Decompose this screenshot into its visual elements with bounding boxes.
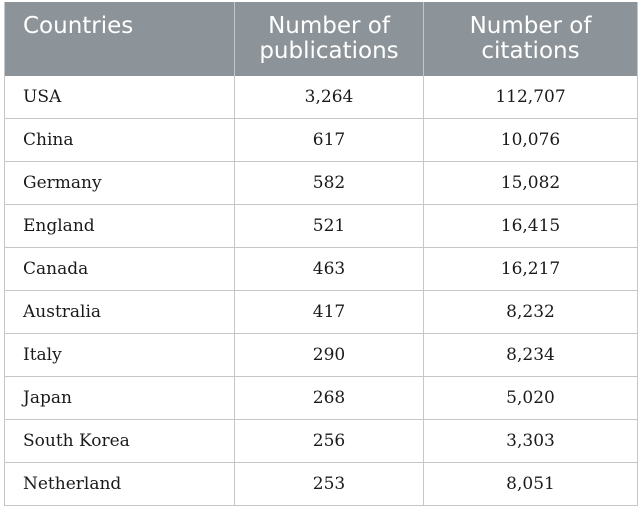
publications-cell: 290	[234, 333, 424, 377]
country-cell: USA	[4, 76, 235, 119]
country-cell: England	[4, 204, 235, 248]
table-row: Italy 290 8,234	[4, 333, 638, 377]
publications-cell: 617	[234, 118, 424, 162]
publications-cell: 268	[234, 376, 424, 420]
table-row: USA 3,264 112,707	[4, 76, 638, 119]
citations-cell: 3,303	[423, 419, 638, 463]
header-publications-line-2: publications	[259, 38, 399, 64]
citations-cell: 8,232	[423, 290, 638, 334]
publications-cell: 253	[234, 462, 424, 506]
table-body: USA 3,264 112,707 China 617 10,076 Germany 582 1…	[4, 76, 638, 506]
publications-cell: 582	[234, 161, 424, 205]
citations-cell: 16,217	[423, 247, 638, 291]
citations-cell: 112,707	[423, 76, 638, 119]
country-cell: Italy	[4, 333, 235, 377]
country-cell: Netherland	[4, 462, 235, 506]
publications-cell: 463	[234, 247, 424, 291]
header-countries-label: Countries	[23, 13, 134, 39]
citations-cell: 5,020	[423, 376, 638, 420]
publications-cell: 3,264	[234, 76, 424, 119]
header-citations-line-2: citations	[481, 38, 580, 64]
country-cell: China	[4, 118, 235, 162]
publications-cell: 417	[234, 290, 424, 334]
citations-cell: 8,051	[423, 462, 638, 506]
table-row: South Korea 256 3,303	[4, 419, 638, 463]
citations-cell: 15,082	[423, 161, 638, 205]
publications-cell: 256	[234, 419, 424, 463]
citations-cell: 8,234	[423, 333, 638, 377]
header-countries: Countries	[4, 2, 235, 76]
header-citations-line-1: Number of	[469, 13, 592, 39]
country-cell: Canada	[4, 247, 235, 291]
table-row: Canada 463 16,217	[4, 247, 638, 291]
table-row: Netherland 253 8,051	[4, 462, 638, 506]
table-row: Germany 582 15,082	[4, 161, 638, 205]
country-cell: Japan	[4, 376, 235, 420]
table-header: Countries Number of publications Number …	[4, 2, 638, 76]
table-row: Australia 417 8,232	[4, 290, 638, 334]
country-cell: South Korea	[4, 419, 235, 463]
header-publications-line-1: Number of	[268, 13, 390, 39]
table-row: Japan 268 5,020	[4, 376, 638, 420]
citations-cell: 10,076	[423, 118, 638, 162]
header-citations: Number of citations	[423, 2, 638, 76]
header-publications: Number of publications	[234, 2, 424, 76]
table-row: England 521 16,415	[4, 204, 638, 248]
publications-cell: 521	[234, 204, 424, 248]
country-cell: Germany	[4, 161, 235, 205]
countries-table: Countries Number of publications Number …	[4, 2, 638, 506]
table-row: China 617 10,076	[4, 118, 638, 162]
header-row: Countries Number of publications Number …	[4, 2, 638, 76]
citations-cell: 16,415	[423, 204, 638, 248]
country-cell: Australia	[4, 290, 235, 334]
